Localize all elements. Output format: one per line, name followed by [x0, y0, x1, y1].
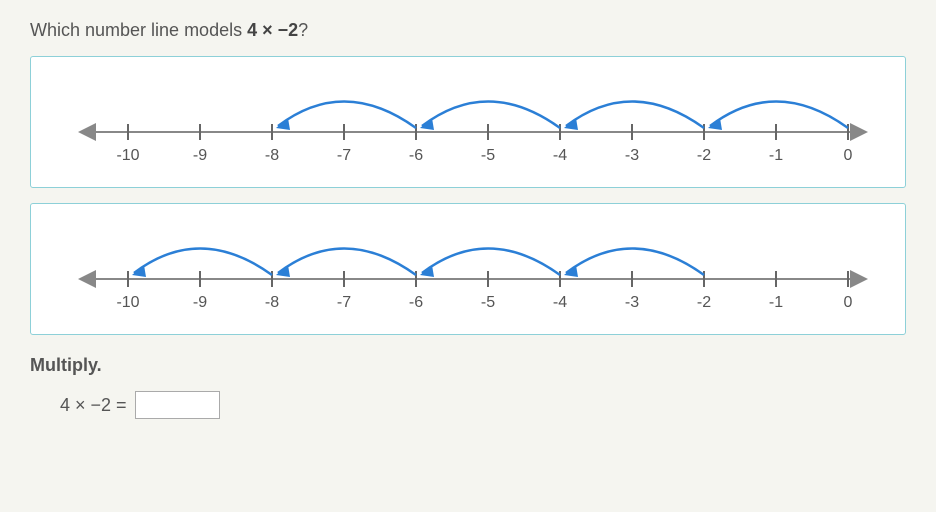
- svg-text:-2: -2: [697, 147, 711, 164]
- svg-text:-8: -8: [265, 294, 279, 311]
- numberline-b-svg: -10-9-8-7-6-5-4-3-2-10: [41, 214, 895, 324]
- svg-text:-10: -10: [116, 147, 139, 164]
- svg-text:-3: -3: [625, 147, 639, 164]
- svg-text:-6: -6: [409, 294, 423, 311]
- svg-text:-8: -8: [265, 147, 279, 164]
- svg-text:-4: -4: [553, 147, 567, 164]
- numberline-a-svg: -10-9-8-7-6-5-4-3-2-10: [41, 67, 895, 177]
- question-expression: 4 × −2: [247, 20, 298, 40]
- svg-text:-4: -4: [553, 294, 567, 311]
- question-prompt: Which number line models 4 × −2?: [30, 20, 906, 41]
- svg-text:-7: -7: [337, 294, 351, 311]
- svg-text:-1: -1: [769, 294, 783, 311]
- svg-text:-2: -2: [697, 294, 711, 311]
- multiply-answer-input[interactable]: [135, 391, 220, 419]
- svg-text:0: 0: [844, 294, 853, 311]
- question-suffix: ?: [298, 20, 308, 40]
- multiply-label: Multiply.: [30, 355, 906, 376]
- multiply-expression: 4 × −2 =: [60, 391, 906, 419]
- svg-text:-1: -1: [769, 147, 783, 164]
- svg-text:-5: -5: [481, 147, 495, 164]
- svg-text:-6: -6: [409, 147, 423, 164]
- svg-text:-5: -5: [481, 294, 495, 311]
- svg-text:-9: -9: [193, 294, 207, 311]
- svg-text:-10: -10: [116, 294, 139, 311]
- multiply-lhs: 4 × −2 =: [60, 395, 127, 416]
- svg-text:0: 0: [844, 147, 853, 164]
- svg-text:-9: -9: [193, 147, 207, 164]
- question-text: Which number line models: [30, 20, 247, 40]
- svg-text:-7: -7: [337, 147, 351, 164]
- numberline-option-b[interactable]: -10-9-8-7-6-5-4-3-2-10: [30, 203, 906, 335]
- numberline-option-a[interactable]: -10-9-8-7-6-5-4-3-2-10: [30, 56, 906, 188]
- svg-text:-3: -3: [625, 294, 639, 311]
